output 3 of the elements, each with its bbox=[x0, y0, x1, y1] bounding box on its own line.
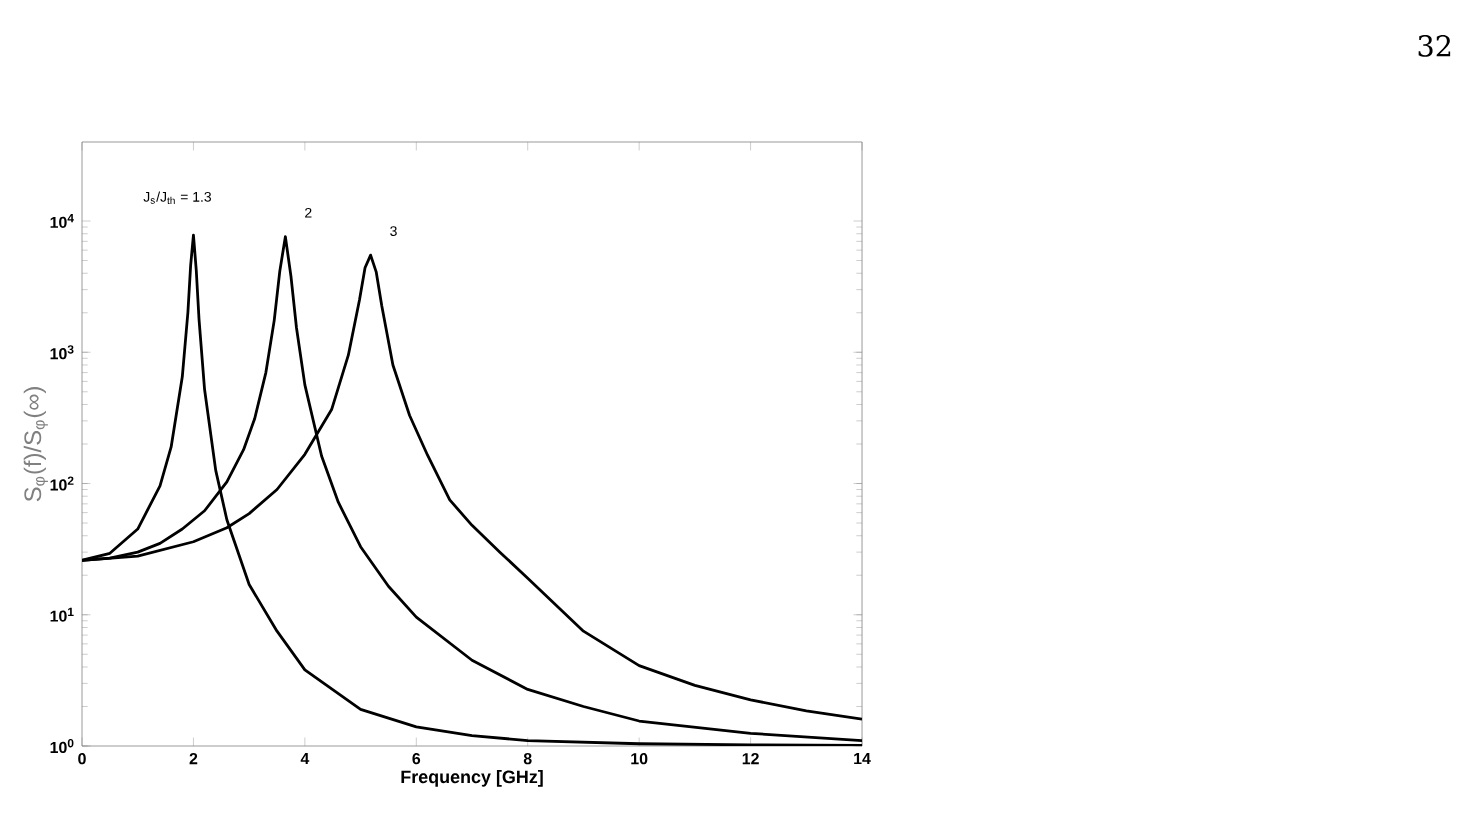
text: 32 bbox=[1418, 35, 1451, 57]
y-axis-title: S$_{φ}$(f)/S$_{φ}$(∞) bbox=[23, 387, 48, 502]
x-axis-title: Frequency [GHz] bbox=[401, 770, 543, 787]
